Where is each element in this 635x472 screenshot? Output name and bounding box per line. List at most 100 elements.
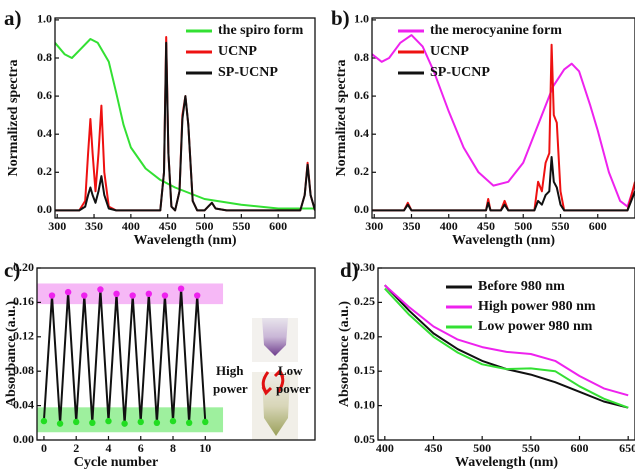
y-tick-label: 0.05 [354,432,375,446]
legend-label: Before 980 nm [478,279,565,294]
series-line [372,34,635,208]
x-tick-label: 6 [138,441,144,455]
point [177,285,185,292]
arrow-down [273,368,285,393]
y-tick-label: 0.25 [354,294,375,308]
y-axis-label: Absorbance (a.u.) [337,301,352,408]
series-line [55,41,315,212]
point [64,288,72,296]
point [48,292,56,299]
y-tick-label: 0.04 [13,397,34,411]
x-tick-label: 450 [424,441,442,455]
x-axis-label: Wavelength (nm) [455,455,558,470]
y-tick-label: 0.08 [13,363,34,377]
y-tick-label: 0.6 [37,88,52,102]
plot-frame [371,17,635,219]
panel-label: b) [331,6,350,30]
point [185,419,193,426]
point [194,292,201,299]
y-tick-label: 0.0 [37,202,52,216]
point [153,419,161,426]
plot-frame [54,17,316,219]
annotation: power [213,381,248,396]
y-tick-label: 0.8 [37,50,52,64]
x-tick-label: 550 [522,441,540,455]
x-tick-label: 550 [232,219,250,233]
vial-purple [262,318,288,356]
y-tick-label: 0.2 [354,164,369,178]
point [169,417,177,425]
y-tick-label: 0.00 [13,432,34,446]
x-tick-label: 10 [199,441,211,455]
point [73,418,80,426]
x-axis-label: Cycle number [74,455,158,470]
series-line [55,36,315,212]
y-tick-label: 0.4 [354,126,369,140]
legend-label: SP-UCNP [218,65,278,80]
x-tick-label: 650 [619,441,635,455]
x-tick-label: 300 [365,219,383,233]
x-tick-label: 500 [473,441,491,455]
x-tick-label: 600 [571,441,589,455]
x-tick-label: 500 [196,219,214,233]
annotation: Low [278,363,303,378]
legend-label: UCNP [218,44,257,59]
legend-label: the merocyanine form [430,23,562,38]
plot-frame [377,267,635,441]
y-tick-label: 0.10 [354,397,375,411]
x-tick-label: 450 [159,219,177,233]
x-tick-label: 2 [73,441,79,455]
y-tick-label: 0.12 [13,329,34,343]
x-tick-label: 400 [376,441,394,455]
point [40,417,48,425]
band [37,407,224,433]
y-tick-label: 0.16 [13,294,34,308]
point [105,417,112,425]
point [161,292,169,299]
series-line [42,287,207,425]
legend-label: High power 980 nm [478,299,596,314]
x-tick-label: 350 [85,219,103,233]
y-tick-label: 0.0 [354,202,369,216]
plot-frame [36,267,316,441]
y-tick-label: 0.15 [354,363,375,377]
series-line [384,284,629,397]
y-tick-label: 0.20 [354,329,375,343]
legend-label: Low power 980 nm [478,319,593,334]
x-tick-label: 350 [402,219,420,233]
point [89,419,96,426]
y-tick-label: 0.8 [354,50,369,64]
y-axis-label: Absorbance (a.u.) [4,301,19,408]
y-tick-label: 0.4 [37,126,52,140]
point [129,292,136,299]
arrow-up [261,371,273,396]
series-line [372,156,635,212]
panel-label: a) [4,6,22,30]
y-tick-label: 0.20 [13,260,34,274]
point [113,290,120,297]
series-line [55,38,315,210]
x-tick-label: 4 [105,441,111,455]
annotation: High [216,363,244,378]
x-tick-label: 300 [48,219,66,233]
x-axis-label: Wavelength (nm) [452,233,555,248]
x-tick-label: 450 [477,219,495,233]
x-tick-label: 550 [551,219,569,233]
x-tick-label: 500 [514,219,532,233]
point [137,418,144,426]
x-tick-label: 0 [41,441,47,455]
legend-label: SP-UCNP [430,65,490,80]
legend-label: the spiro form [218,23,304,38]
series-line [384,287,629,409]
point [81,292,88,299]
point [121,420,128,427]
panel-label: c) [4,258,20,282]
y-tick-label: 0.2 [37,164,52,178]
point [56,420,64,427]
x-axis-label: Wavelength (nm) [133,233,236,248]
series-line [372,43,635,212]
y-tick-label: 1.0 [37,12,52,26]
x-tick-label: 400 [440,219,458,233]
point [97,286,104,293]
